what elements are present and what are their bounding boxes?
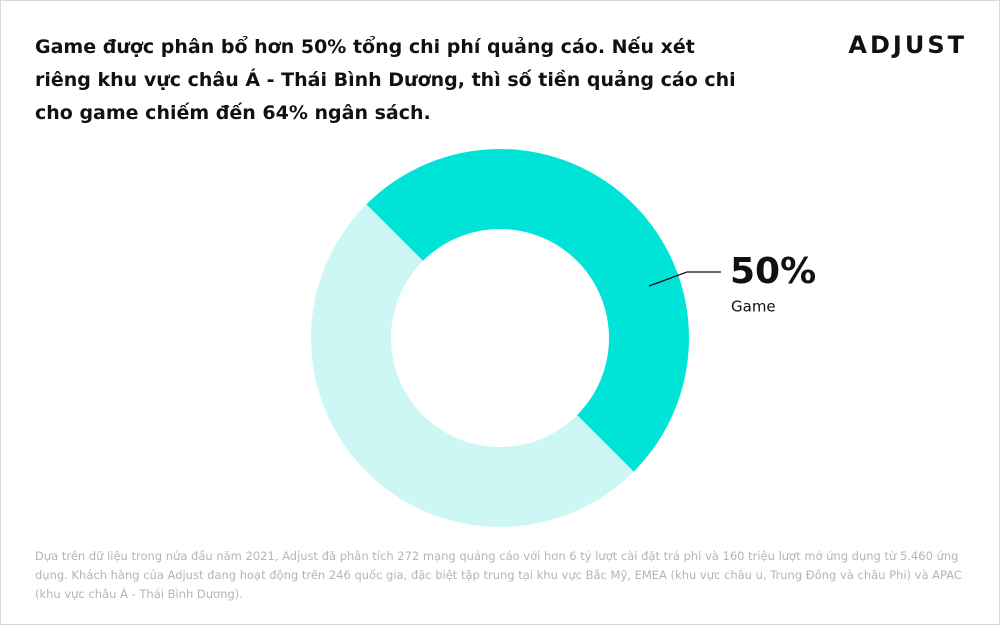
slice [366, 148, 689, 472]
slice-label: Game [731, 298, 776, 316]
logo: ADJUST [848, 31, 967, 59]
chart-title: Game được phân bổ hơn 50% tổng chi phí q… [35, 36, 736, 124]
value-label: 50% [730, 251, 816, 292]
leader-line [648, 271, 721, 287]
slice [311, 204, 634, 527]
footnote: Dựa trên dữ liệu trong nửa đầu năm 2021,… [35, 549, 962, 601]
